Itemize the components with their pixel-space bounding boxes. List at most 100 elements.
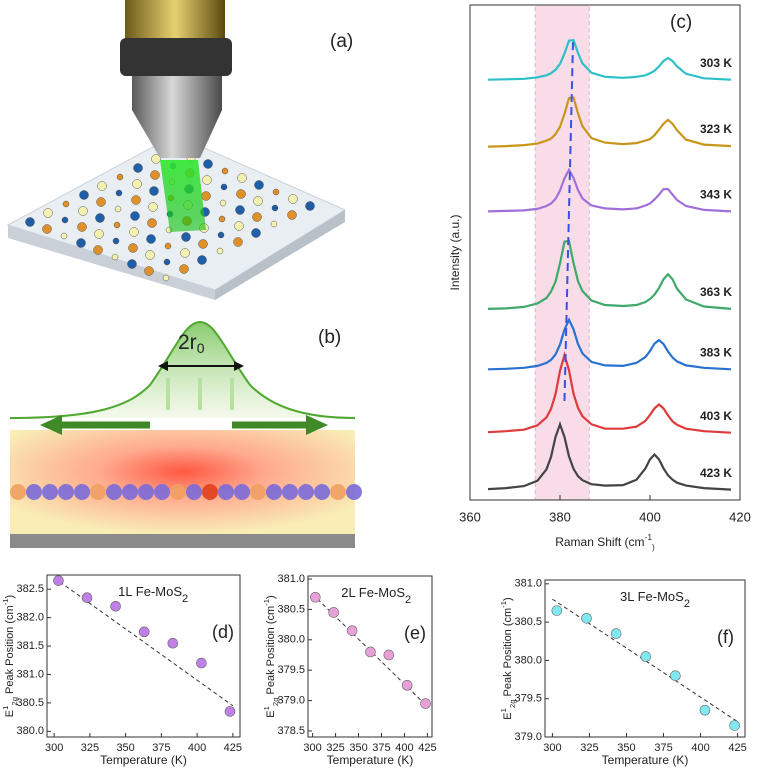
atom [305, 201, 315, 211]
substrate-side [215, 210, 345, 300]
x-tick-label: 300 [303, 742, 321, 754]
data-point [81, 592, 93, 604]
atom [129, 227, 139, 237]
x-tick-label: 420 [729, 509, 751, 524]
y-tick-label: 380.5 [514, 616, 542, 628]
axis-label-part: 1 [499, 708, 508, 712]
y-tick-label: 380.5 [277, 603, 305, 615]
atom [145, 250, 155, 260]
x-tick-label: 325 [81, 742, 99, 754]
annotation: 3L Fe-MoS2 [620, 589, 690, 609]
panel-label: (f) [717, 627, 734, 647]
atom [95, 213, 105, 223]
atom [93, 245, 103, 255]
y-tick-label: 380.0 [277, 634, 305, 646]
legend-label: 423 K [700, 466, 732, 480]
atom [113, 221, 121, 229]
plot-frame [544, 579, 746, 738]
atom [179, 264, 189, 274]
x-axis-label: Temperature (K) [602, 753, 689, 767]
annotation-text: 1L Fe-MoS [118, 584, 182, 599]
objective-ring [120, 38, 232, 76]
atom [254, 180, 264, 190]
panel-label: (d) [212, 622, 234, 642]
plot-frame [469, 4, 741, 501]
atom [144, 266, 154, 276]
atom [202, 175, 212, 185]
atom [314, 484, 330, 500]
atom [25, 217, 35, 227]
y-tick-label: 379.5 [277, 664, 305, 676]
y-tick-label: 381.0 [514, 578, 542, 590]
x-tick-label: 400 [188, 742, 206, 754]
arrow-head [234, 361, 244, 371]
atom [97, 181, 107, 191]
atom [43, 208, 53, 218]
atom [271, 204, 279, 212]
atom [10, 484, 26, 500]
x-tick-label: 360 [459, 509, 481, 524]
atom [122, 484, 138, 500]
y-axis-label: Intensity (a.u.) [448, 214, 462, 290]
heated-layer [10, 430, 355, 534]
x-axis-label: Temperature (K) [100, 753, 187, 767]
atom [60, 232, 68, 240]
annotation-text: 3L Fe-MoS [620, 589, 684, 604]
x-tick-label: 400 [639, 509, 661, 524]
substrate-side [8, 225, 215, 300]
atom [147, 218, 157, 228]
axis-label-part: Raman Shift (cm [555, 535, 644, 549]
atom [235, 205, 245, 215]
data-point [138, 626, 150, 638]
y-tick-label: 382.5 [16, 583, 44, 595]
spectrum [487, 351, 732, 434]
spectrum [487, 239, 732, 310]
legend-label: 323 K [700, 122, 732, 136]
data-point [670, 670, 681, 682]
axis-label-part: E [502, 712, 514, 719]
y-tick-label: 379.0 [514, 731, 542, 743]
axis-label-part: -1 [1, 598, 10, 605]
data-point [401, 680, 413, 691]
axis-label-part: E [265, 710, 277, 717]
panel-label: (b) [318, 327, 341, 348]
legend-label: 363 K [700, 285, 732, 299]
data-point [420, 698, 431, 709]
atom [266, 484, 282, 500]
axis-label-part: ) [265, 595, 277, 599]
plot-frame [46, 574, 241, 738]
atom [272, 188, 280, 196]
atom [198, 239, 208, 249]
x-tick-label: 325 [580, 742, 598, 754]
atom [298, 484, 314, 500]
atom [201, 191, 211, 201]
axis-label-part: E [4, 710, 16, 717]
atom [132, 179, 142, 189]
atom [287, 210, 297, 220]
atom [218, 215, 226, 223]
x-tick-label: 350 [349, 742, 367, 754]
atom [220, 183, 228, 191]
atom [128, 243, 138, 253]
axis-label-part: Peak Position (cm [502, 608, 514, 700]
axis-label: E12g Peak Position (cm-1) [1, 595, 19, 717]
x-tick-label: 325 [326, 742, 344, 754]
atom [170, 484, 186, 500]
data-point [640, 651, 652, 662]
y-tick-label: 380.0 [514, 654, 542, 666]
data-point [365, 646, 376, 658]
axis-label-part: ) [4, 595, 16, 599]
atom [62, 200, 70, 208]
x-tick-label: 380 [549, 509, 571, 524]
x-tick-label: 350 [116, 742, 134, 754]
atom [131, 195, 141, 205]
axis-label-part: ) [652, 542, 655, 552]
y-tick-label: 379.5 [514, 693, 542, 705]
atom [346, 484, 362, 500]
data-point [310, 591, 321, 603]
axis-label-part: Peak Position (cm [265, 606, 277, 698]
x-tick-label: 350 [617, 742, 635, 754]
atom [154, 484, 170, 500]
atom [149, 186, 159, 196]
atom [233, 237, 243, 247]
